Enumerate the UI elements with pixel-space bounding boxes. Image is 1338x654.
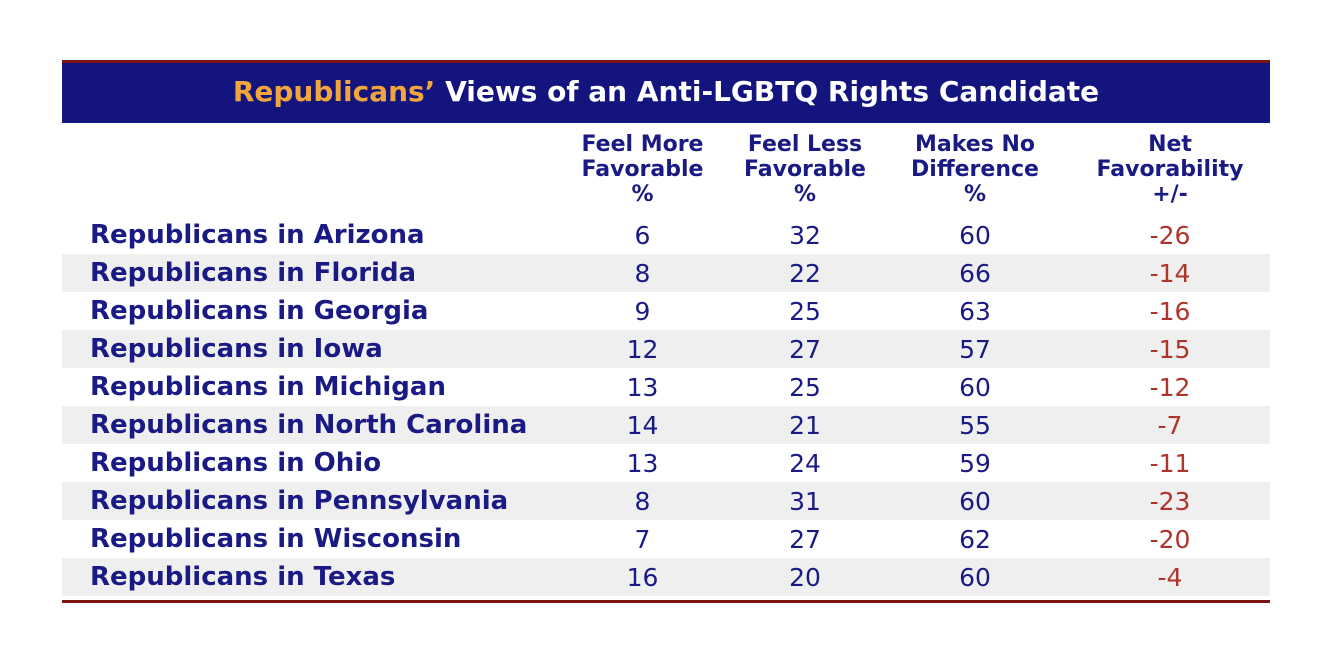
no-difference-cell: 55 [959, 410, 991, 440]
table-row: Republicans in Michigan 13 25 60 -12 [62, 368, 1270, 406]
table-row: Republicans in Florida 8 22 66 -14 [62, 254, 1270, 292]
row-label: Republicans in Iowa [90, 334, 383, 364]
net-favorability-cell: -4 [1157, 562, 1183, 592]
row-label: Republicans in Ohio [90, 448, 382, 478]
net-favorability-cell: -16 [1149, 296, 1191, 326]
poll-table: Republicans’ Views of an Anti-LGBTQ Righ… [62, 60, 1270, 603]
net-favorability-cell: -20 [1149, 524, 1191, 554]
row-label: Republicans in Pennsylvania [90, 486, 509, 516]
table-row: Republicans in Wisconsin 7 27 62 -20 [62, 520, 1270, 558]
no-difference-cell: 66 [959, 258, 991, 288]
feel-less-cell: 27 [789, 334, 821, 364]
feel-less-cell: 31 [789, 486, 821, 516]
row-label: Republicans in Georgia [90, 296, 429, 326]
bottom-rule [62, 600, 1270, 603]
feel-less-cell: 21 [789, 410, 821, 440]
row-label: Republicans in Michigan [90, 372, 446, 402]
table-row: Republicans in Texas 16 20 60 -4 [62, 558, 1270, 596]
feel-less-cell: 25 [789, 296, 821, 326]
title-rest: Views of an Anti-LGBTQ Rights Candidate [435, 75, 1100, 108]
no-difference-cell: 60 [959, 562, 991, 592]
row-label: Republicans in Wisconsin [90, 524, 462, 554]
header-line: % [631, 182, 654, 207]
net-favorability-cell: -15 [1149, 334, 1191, 364]
header-line: % [963, 182, 987, 207]
net-favorability-cell: -12 [1149, 372, 1191, 402]
table-row: Republicans in Georgia 9 25 63 -16 [62, 292, 1270, 330]
table-body: Republicans in Arizona 6 32 60 -26 Repub… [62, 216, 1270, 596]
column-header-feel-more: Feel More Favorable % [555, 132, 730, 207]
column-header-no-difference: Makes No Difference % [880, 132, 1070, 207]
feel-less-cell: 22 [789, 258, 821, 288]
feel-more-cell: 13 [626, 372, 659, 402]
feel-more-cell: 7 [634, 524, 651, 554]
net-favorability-cell: -7 [1157, 410, 1183, 440]
feel-less-cell: 25 [789, 372, 821, 402]
net-favorability-cell: -14 [1149, 258, 1191, 288]
header-line: Favorable [744, 157, 866, 182]
table-row: Republicans in Ohio 13 24 59 -11 [62, 444, 1270, 482]
table-row: Republicans in Pennsylvania 8 31 60 -23 [62, 482, 1270, 520]
column-header-spacer [62, 132, 555, 207]
no-difference-cell: 62 [959, 524, 991, 554]
feel-more-cell: 12 [626, 334, 659, 364]
no-difference-cell: 59 [959, 448, 991, 478]
table-row: Republicans in Arizona 6 32 60 -26 [62, 216, 1270, 254]
no-difference-cell: 60 [959, 372, 991, 402]
no-difference-cell: 60 [959, 220, 991, 250]
feel-more-cell: 9 [634, 296, 651, 326]
table-row: Republicans in North Carolina 14 21 55 -… [62, 406, 1270, 444]
no-difference-cell: 57 [959, 334, 991, 364]
feel-more-cell: 6 [634, 220, 651, 250]
header-line: Favorable [581, 157, 704, 182]
feel-more-cell: 14 [626, 410, 659, 440]
row-label: Republicans in North Carolina [90, 410, 528, 440]
feel-more-cell: 16 [626, 562, 659, 592]
no-difference-cell: 60 [959, 486, 991, 516]
table-row: Republicans in Iowa 12 27 57 -15 [62, 330, 1270, 368]
table-title-banner: Republicans’ Views of an Anti-LGBTQ Righ… [62, 60, 1270, 123]
feel-less-cell: 20 [789, 562, 821, 592]
column-headers: Feel More Favorable % Feel Less Favorabl… [62, 123, 1270, 216]
feel-less-cell: 24 [789, 448, 821, 478]
header-line: Difference [911, 157, 1039, 182]
header-line: % [793, 182, 817, 207]
column-header-feel-less: Feel Less Favorable % [730, 132, 880, 207]
row-label: Republicans in Arizona [90, 220, 425, 250]
header-line: Net [1148, 132, 1192, 157]
feel-more-cell: 8 [634, 486, 651, 516]
title-highlight: Republicans’ [232, 75, 436, 108]
no-difference-cell: 63 [959, 296, 991, 326]
feel-less-cell: 27 [789, 524, 821, 554]
net-favorability-cell: -23 [1149, 486, 1191, 516]
header-line: Makes No [915, 132, 1035, 157]
header-line: Feel More [581, 132, 704, 157]
column-header-net-favorability: Net Favorability +/- [1070, 132, 1270, 207]
header-line: Feel Less [747, 132, 863, 157]
net-favorability-cell: -11 [1149, 448, 1191, 478]
header-line: +/- [1152, 182, 1188, 207]
net-favorability-cell: -26 [1149, 220, 1191, 250]
feel-more-cell: 13 [626, 448, 659, 478]
feel-less-cell: 32 [789, 220, 821, 250]
row-label: Republicans in Texas [90, 562, 396, 592]
feel-more-cell: 8 [634, 258, 651, 288]
header-line: Favorability [1096, 157, 1244, 182]
row-label: Republicans in Florida [90, 258, 417, 288]
